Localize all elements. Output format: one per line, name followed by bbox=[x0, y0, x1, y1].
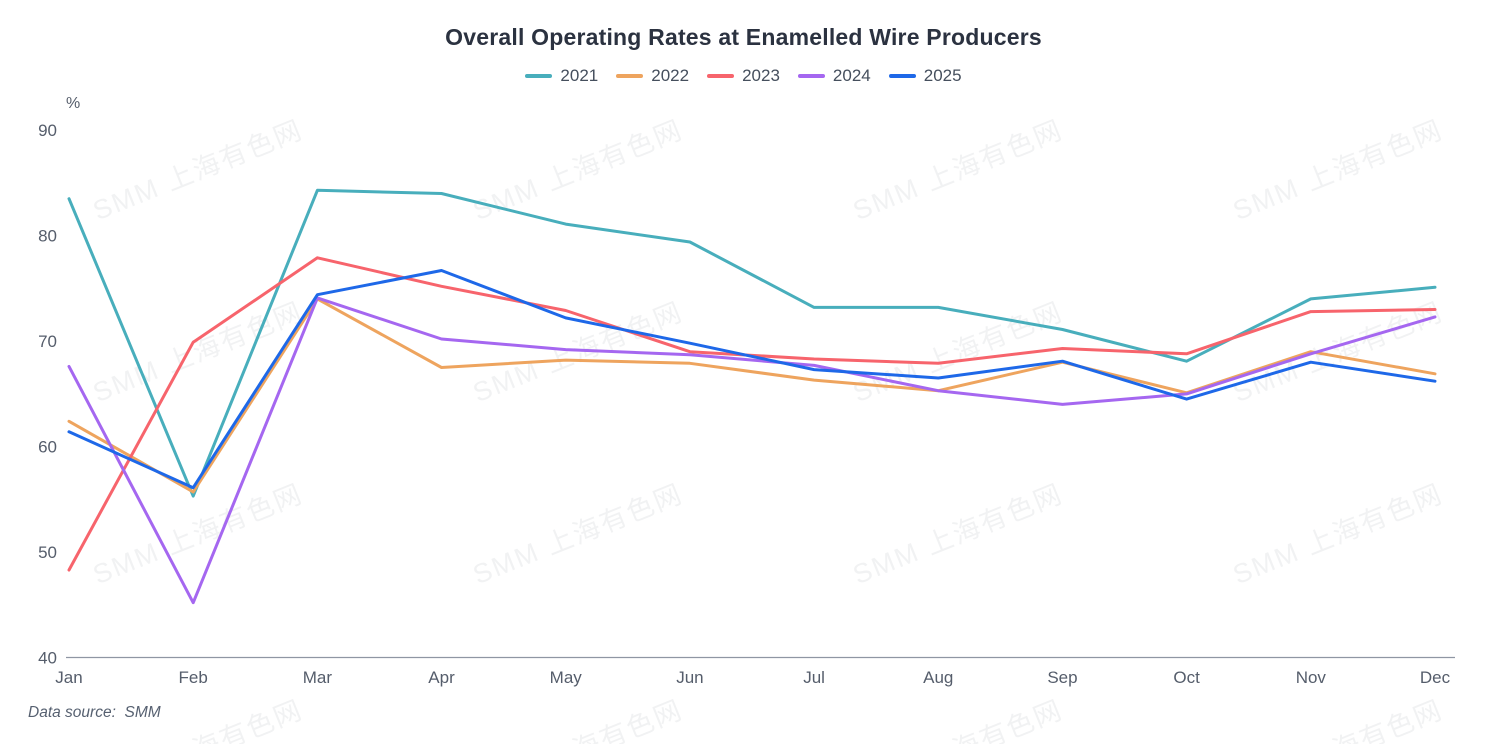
legend-label: 2021 bbox=[560, 66, 599, 85]
legend-item-2024[interactable]: 2024 bbox=[797, 66, 871, 86]
legend-item-2021[interactable]: 2021 bbox=[525, 66, 598, 86]
series-line-2025[interactable] bbox=[67, 269, 1437, 490]
x-axis-label-Jun: Jun bbox=[676, 668, 703, 687]
y-axis-tick-70: 70 bbox=[38, 332, 57, 351]
legend-line-marker bbox=[525, 74, 553, 78]
y-axis-tick-60: 60 bbox=[38, 438, 57, 457]
y-axis-tick-80: 80 bbox=[38, 227, 57, 246]
x-axis-label-Jan: Jan bbox=[55, 668, 82, 687]
legend-line-marker bbox=[707, 74, 735, 78]
legend-item-2022[interactable]: 2022 bbox=[616, 66, 689, 86]
x-axis-label-Sep: Sep bbox=[1047, 668, 1077, 687]
legend-label: 2025 bbox=[923, 66, 962, 85]
legend-label: 2024 bbox=[832, 66, 871, 85]
series-line-2023[interactable] bbox=[67, 256, 1437, 572]
legend-label: 2022 bbox=[651, 66, 690, 85]
y-axis-tick-40: 40 bbox=[38, 649, 57, 668]
x-axis-label-Nov: Nov bbox=[1296, 668, 1327, 687]
legend-label: 2023 bbox=[742, 66, 780, 85]
y-axis-tick-50: 50 bbox=[38, 543, 57, 562]
legend-line-marker bbox=[797, 74, 825, 78]
x-axis-label-Jul: Jul bbox=[803, 668, 825, 687]
y-axis-tick-90: 90 bbox=[38, 121, 57, 140]
legend-item-2025[interactable]: 2025 bbox=[888, 66, 962, 86]
series-line-2022[interactable] bbox=[67, 297, 1437, 494]
legend-line-marker bbox=[888, 74, 916, 78]
y-axis-unit-label: % bbox=[66, 95, 81, 112]
x-axis-label-Dec: Dec bbox=[1420, 668, 1451, 687]
x-axis-label-Feb: Feb bbox=[179, 668, 208, 687]
x-axis-label-Aug: Aug bbox=[923, 668, 953, 687]
data-source-note: Data source: SMM bbox=[28, 704, 161, 721]
series-line-2024[interactable] bbox=[67, 296, 1437, 605]
series-line-2021[interactable] bbox=[67, 188, 1437, 498]
legend-item-2023[interactable]: 2023 bbox=[707, 66, 780, 86]
x-axis-label-May: May bbox=[550, 668, 583, 687]
x-axis-label-Oct: Oct bbox=[1173, 668, 1200, 687]
chart-title: Overall Operating Rates at Enamelled Wir… bbox=[445, 24, 1042, 50]
legend-line-marker bbox=[616, 74, 644, 78]
x-axis-label-Apr: Apr bbox=[428, 668, 455, 687]
x-axis-label-Mar: Mar bbox=[303, 668, 333, 687]
legend: 2021 2022 2023 2024 2025 bbox=[0, 66, 1487, 86]
